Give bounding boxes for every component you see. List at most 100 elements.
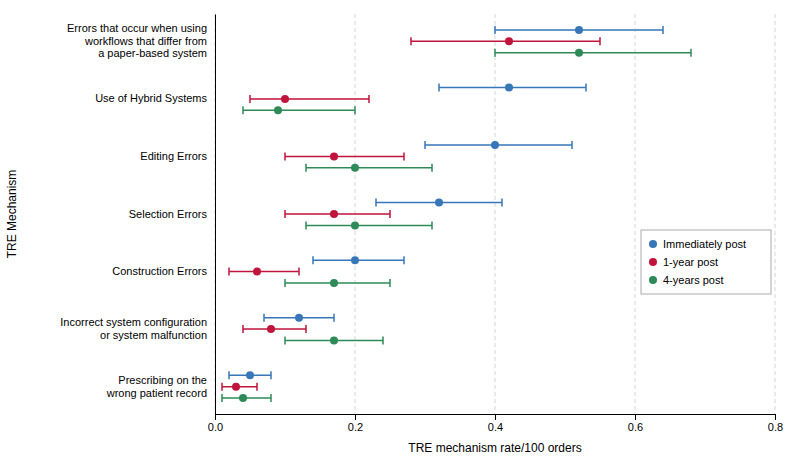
x-tick-mark <box>775 414 776 420</box>
point <box>575 26 583 34</box>
legend-marker <box>649 258 657 266</box>
x-tick-mark <box>495 414 496 420</box>
y-tick-label: Prescribing on thewrong patient record <box>106 374 207 399</box>
error-bar <box>376 199 502 207</box>
y-tick-label: Construction Errors <box>112 265 207 277</box>
point <box>491 141 499 149</box>
y-tick-label: Selection Errors <box>129 208 208 220</box>
error-bar <box>229 371 271 379</box>
error-bar <box>285 279 390 287</box>
y-tick-label-line: or system malfunction <box>100 329 207 341</box>
x-tick: 0.6 <box>628 414 643 433</box>
y-tick-label-line: Prescribing on the <box>118 374 207 386</box>
point <box>435 199 443 207</box>
grid-line <box>215 14 216 414</box>
error-bar <box>425 141 572 149</box>
series <box>222 49 691 402</box>
error-bar <box>285 152 404 160</box>
error-bar <box>411 37 600 45</box>
x-axis-line <box>216 415 776 421</box>
point <box>274 106 282 114</box>
error-bar <box>264 314 334 322</box>
error-bar <box>285 336 383 344</box>
x-tick-mark <box>635 414 636 420</box>
legend-label: 4-years post <box>663 274 724 286</box>
error-bar <box>229 268 299 276</box>
point <box>330 210 338 218</box>
legend-label: 1-year post <box>663 256 718 268</box>
chart-svg: 0.00.20.40.60.8Errors that occur when us… <box>0 0 800 462</box>
point <box>267 325 275 333</box>
error-bar <box>243 325 306 333</box>
y-axis-line <box>215 15 216 415</box>
y-tick-label-line: workflows that differ from <box>84 35 207 47</box>
error-bar <box>285 210 390 218</box>
grid-line <box>495 14 496 414</box>
y-axis-title: TRE Mechanism <box>5 170 19 259</box>
error-bar <box>306 164 432 172</box>
error-bar <box>250 95 369 103</box>
y-tick-label-line: a paper-based system <box>98 48 207 60</box>
error-bar <box>222 383 257 391</box>
y-tick-label-line: Errors that occur when using <box>67 22 207 34</box>
point <box>232 383 240 391</box>
point <box>351 221 359 229</box>
y-tick-label-line: Construction Errors <box>112 265 207 277</box>
error-bar <box>439 84 586 92</box>
marks <box>222 26 691 402</box>
point <box>351 256 359 264</box>
series <box>222 37 600 390</box>
y-tick: Incorrect system configurationor system … <box>60 316 215 341</box>
y-axis: Errors that occur when usingworkflows th… <box>60 15 215 415</box>
point <box>239 394 247 402</box>
point <box>330 336 338 344</box>
y-tick: Prescribing on thewrong patient record <box>106 374 215 399</box>
y-tick: Editing Errors <box>140 150 215 162</box>
grid-line <box>635 14 636 414</box>
grid <box>215 14 775 414</box>
x-tick: 0.2 <box>348 414 363 433</box>
point <box>351 164 359 172</box>
point <box>246 371 254 379</box>
error-bar <box>306 221 432 229</box>
error-bar <box>495 49 691 57</box>
point <box>295 314 303 322</box>
error-bar <box>222 394 271 402</box>
error-bar <box>243 106 355 114</box>
x-axis: 0.00.20.40.60.8 <box>208 414 783 433</box>
x-tick-label: 0.6 <box>628 421 643 433</box>
legend-item: 1-year post <box>649 256 718 268</box>
y-tick-label: Use of Hybrid Systems <box>95 92 207 104</box>
x-tick: 0.8 <box>768 414 783 433</box>
point <box>505 84 513 92</box>
grid-line <box>775 14 776 414</box>
legend: Immediately post 1-year post 4-years post <box>641 230 771 294</box>
y-tick-label: Editing Errors <box>140 150 207 162</box>
y-tick: Construction Errors <box>112 265 215 277</box>
y-tick: Selection Errors <box>129 208 215 220</box>
legend-label: Immediately post <box>663 238 746 250</box>
x-tick-label: 0.8 <box>768 421 783 433</box>
series <box>229 26 663 379</box>
legend-marker <box>649 276 657 284</box>
plot: 0.00.20.40.60.8Errors that occur when us… <box>60 14 783 433</box>
x-tick: 0.4 <box>488 414 503 433</box>
x-tick-mark <box>355 414 356 420</box>
y-tick: Use of Hybrid Systems <box>95 92 215 104</box>
error-bar <box>313 256 404 264</box>
y-tick-label-line: wrong patient record <box>106 387 207 399</box>
x-axis-title: TRE mechanism rate/100 orders <box>408 441 581 455</box>
point <box>281 95 289 103</box>
y-tick: Errors that occur when usingworkflows th… <box>67 22 215 59</box>
y-tick-label: Incorrect system configurationor system … <box>60 316 207 341</box>
legend-item: 4-years post <box>649 274 724 286</box>
y-tick-label-line: Use of Hybrid Systems <box>95 92 207 104</box>
point <box>330 279 338 287</box>
legend-item: Immediately post <box>649 238 746 250</box>
legend-marker <box>649 240 657 248</box>
y-tick-label-line: Editing Errors <box>140 150 207 162</box>
legend-box <box>641 230 771 294</box>
point <box>253 268 261 276</box>
x-tick-label: 0.4 <box>488 421 503 433</box>
y-tick-label-line: Incorrect system configuration <box>60 316 207 328</box>
